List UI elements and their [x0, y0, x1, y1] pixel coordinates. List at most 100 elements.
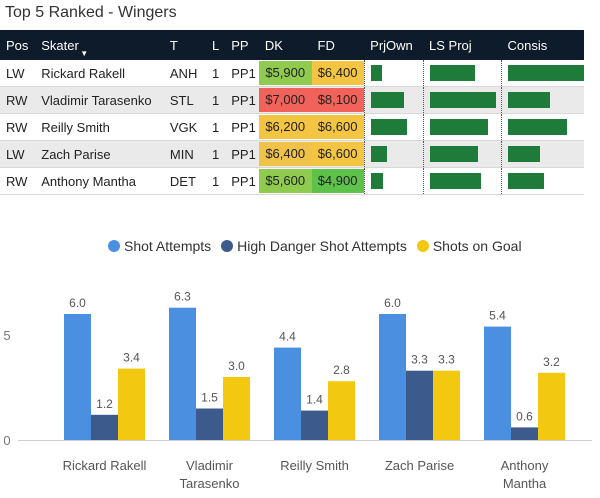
cell-skater: Zach Parise — [35, 140, 164, 168]
cell-line: 1 — [205, 167, 226, 195]
x-category-label: Zach Parise — [385, 458, 454, 473]
cell-consis — [501, 60, 584, 87]
cell-lsproj — [422, 140, 502, 168]
cell-dk-salary: $5,900 — [258, 60, 312, 87]
data-label: 3.3 — [438, 353, 455, 367]
x-category-label: Rickard Rakell — [63, 458, 147, 473]
bar-shot-attempts — [64, 314, 91, 440]
y-tick-label: 5 — [3, 328, 10, 343]
legend-label: Shots on Goal — [432, 238, 522, 254]
consis-bar — [508, 173, 544, 189]
cell-line: 1 — [205, 60, 226, 87]
col-header-pp[interactable]: PP — [225, 30, 259, 60]
table-row[interactable]: LW Zach Parise MIN 1 PP1 $6,400 $6,600 — [0, 140, 584, 168]
y-tick-label: 0 — [3, 433, 10, 448]
page-title: Top 5 Ranked - Wingers — [5, 4, 177, 21]
lsproj-bar — [429, 146, 478, 162]
cell-fd-salary: $6,400 — [311, 60, 365, 87]
col-header-fd[interactable]: FD — [311, 30, 365, 60]
data-label: 5.4 — [489, 309, 506, 323]
cell-skater: Rickard Rakell — [35, 60, 164, 87]
bar-high-danger — [406, 370, 433, 440]
cell-dk-salary: $6,200 — [258, 113, 312, 141]
cell-pos: RW — [0, 113, 36, 141]
bar-high-danger — [91, 414, 118, 440]
legend-item-shot-attempts[interactable]: Shot Attempts — [108, 238, 211, 254]
bar-shot-attempts — [484, 326, 511, 440]
bar-shots-on-goal — [538, 372, 565, 440]
table-body: LW Rickard Rakell ANH 1 PP1 $5,900 $6,400 RW Vla… — [0, 60, 584, 195]
prjown-bar — [370, 65, 382, 81]
fd-salary-value: $6,400 — [311, 61, 364, 85]
col-header-skater[interactable]: Skater ▼ — [35, 30, 164, 60]
bar-shots-on-goal — [328, 381, 355, 440]
data-label: 1.5 — [201, 391, 218, 405]
cell-lsproj — [422, 60, 502, 87]
x-category-label: Reilly Smith — [280, 458, 349, 473]
cell-fd-salary: $8,100 — [311, 86, 365, 114]
chart-legend: Shot Attempts High Danger Shot Attempts … — [108, 238, 522, 254]
prjown-bar — [370, 173, 383, 189]
bar-shot-attempts — [379, 314, 406, 440]
col-header-line[interactable]: L — [205, 30, 226, 60]
legend-label: High Danger Shot Attempts — [237, 238, 407, 254]
data-label: 1.2 — [96, 397, 113, 411]
bar-shots-on-goal — [223, 377, 250, 440]
bar-shots-on-goal — [433, 370, 460, 440]
cell-pp: PP1 — [225, 113, 259, 141]
cell-prjown — [363, 167, 424, 195]
table-row[interactable]: RW Anthony Mantha DET 1 PP1 $5,600 $4,900 — [0, 167, 584, 195]
cell-skater: Reilly Smith — [35, 113, 164, 141]
shots-bar-chart: 0 5 6.0 1.2 3.4 Rickard Rakell 6.3 1.5 3.0 Vladim… — [3, 290, 592, 491]
legend-dot-icon — [108, 240, 120, 252]
fd-salary-value: $4,900 — [311, 169, 364, 193]
cell-pos: LW — [0, 60, 36, 87]
lsproj-bar — [429, 173, 481, 189]
legend-dot-icon — [221, 240, 234, 252]
lsproj-bar — [429, 119, 488, 135]
dk-salary-value: $5,600 — [258, 169, 312, 193]
data-label: 3.3 — [411, 353, 428, 367]
cell-fd-salary: $4,900 — [311, 167, 365, 195]
col-header-pos[interactable]: Pos — [0, 30, 36, 60]
dk-salary-value: $6,400 — [258, 142, 312, 166]
col-header-dk[interactable]: DK — [258, 30, 312, 60]
consis-bar — [508, 146, 540, 162]
cell-lsproj — [422, 86, 502, 114]
cell-pp: PP1 — [225, 86, 259, 114]
data-label: 4.4 — [279, 330, 296, 344]
cell-lsproj — [422, 113, 502, 141]
table-row[interactable]: LW Rickard Rakell ANH 1 PP1 $5,900 $6,400 — [0, 60, 584, 87]
data-label: 3.4 — [123, 351, 140, 365]
cell-team: DET — [163, 167, 206, 195]
cell-team: ANH — [163, 60, 206, 87]
cell-consis — [501, 86, 584, 114]
data-label: 0.6 — [516, 409, 533, 423]
cell-line: 1 — [205, 86, 226, 114]
bar-high-danger — [301, 410, 328, 440]
col-header-consis[interactable]: Consis — [501, 30, 584, 60]
table-row[interactable]: RW Vladimir Tarasenko STL 1 PP1 $7,000 $8,100 — [0, 86, 584, 114]
cell-pos: LW — [0, 140, 36, 168]
cell-pp: PP1 — [225, 167, 259, 195]
legend-item-high-danger[interactable]: High Danger Shot Attempts — [221, 238, 407, 254]
cell-team: VGK — [163, 113, 206, 141]
fd-salary-value: $6,600 — [311, 142, 364, 166]
data-label: 6.3 — [174, 290, 191, 304]
x-category-label: Anthony Mantha — [501, 458, 549, 491]
table-row[interactable]: RW Reilly Smith VGK 1 PP1 $6,200 $6,600 — [0, 113, 584, 141]
bar-high-danger — [196, 408, 223, 440]
cell-pos: RW — [0, 167, 36, 195]
prjown-bar — [370, 146, 387, 162]
cell-prjown — [363, 140, 424, 168]
x-category-label: Vladimir Tarasenko — [180, 458, 240, 491]
cell-team: MIN — [163, 140, 206, 168]
col-header-lsproj[interactable]: LS Proj — [423, 30, 502, 60]
legend-item-shots-on-goal[interactable]: Shots on Goal — [416, 238, 522, 254]
bar-shot-attempts — [274, 347, 301, 440]
col-header-prjown[interactable]: PrjOwn — [364, 30, 424, 60]
col-header-team[interactable]: T — [163, 30, 206, 60]
data-label: 1.4 — [306, 393, 323, 407]
legend-label: Shot Attempts — [124, 238, 212, 254]
data-label: 2.8 — [333, 363, 350, 377]
